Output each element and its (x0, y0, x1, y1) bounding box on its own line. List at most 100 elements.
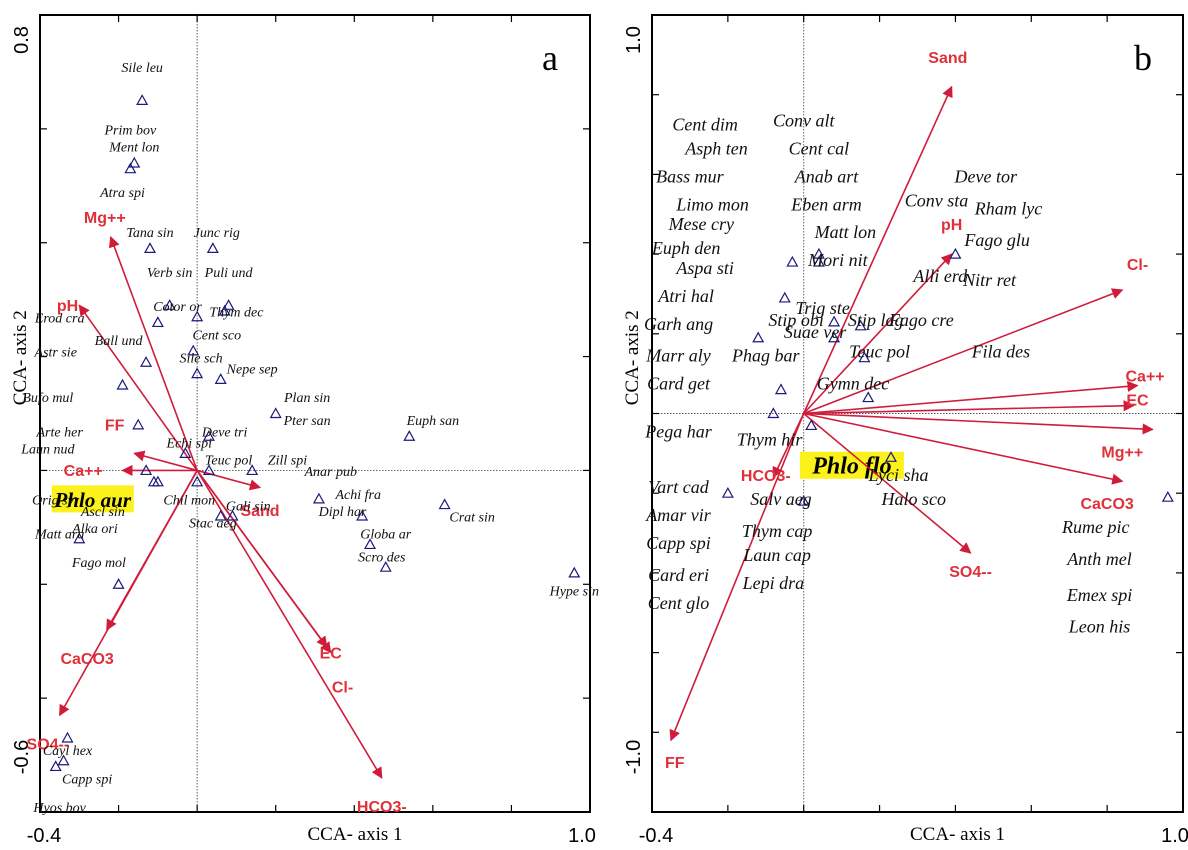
species-point (218, 304, 231, 316)
species-label: Sile leu (121, 61, 163, 76)
species-point (202, 464, 215, 476)
env-label: SO4-- (949, 564, 992, 581)
env-label: CaCO3 (60, 651, 113, 668)
species-label: Gali sin (226, 499, 271, 514)
species-label: Stip lag (848, 310, 904, 330)
species-label: Deve tor (954, 166, 1018, 186)
species-label: Ascl sin (80, 505, 125, 520)
env-label: HCO3- (741, 468, 791, 485)
species-point (61, 731, 74, 743)
species-point (179, 447, 192, 458)
env-label: Ca++ (1126, 369, 1165, 386)
species-label: Hype sin (549, 585, 599, 600)
env-arrow (803, 400, 1135, 415)
species-label: Marr aly (645, 346, 711, 366)
env-label: Mg++ (84, 210, 126, 227)
species-point (116, 378, 129, 390)
species-label: Fila des (971, 342, 1031, 362)
species-point (828, 331, 841, 343)
species-point (112, 578, 125, 589)
species-label: Rume pic (1061, 517, 1129, 537)
species-label: Aspa sti (675, 258, 734, 278)
species-label: Atri hal (657, 286, 714, 306)
species-point (786, 255, 799, 267)
species-label: Laun nud (20, 442, 75, 457)
species-label: Emex spi (1066, 585, 1132, 605)
species-point (568, 566, 581, 578)
x-tick-label-max: 1.0 (568, 825, 596, 847)
species-point (128, 156, 141, 168)
env-arrow (803, 412, 972, 554)
species-label: Atra spi (99, 186, 145, 201)
species-point (246, 464, 259, 476)
species-point (57, 754, 70, 766)
species-label: Trig ste (795, 298, 850, 318)
env-label: CaCO3 (1080, 496, 1133, 513)
env-arrow (669, 413, 805, 742)
species-label: Anar pub (303, 465, 357, 480)
species-point (226, 509, 239, 521)
species-point (151, 475, 164, 487)
species-point (140, 464, 153, 476)
species-label: Matt lon (814, 222, 877, 242)
species-label: Cent sco (192, 328, 241, 343)
species-point (721, 486, 734, 498)
species-label: Plan sin (283, 391, 330, 406)
species-point (124, 162, 137, 174)
env-arrow (802, 85, 953, 414)
species-label: Echi spi (166, 437, 213, 452)
species-label: Pter san (283, 414, 331, 429)
species-label: Scro des (358, 551, 406, 566)
species-label: Arte her (36, 425, 84, 440)
y-tick-label-min: -1.0 (623, 740, 645, 774)
species-label: Thym hir (737, 429, 804, 449)
env-label: SO4-- (27, 736, 70, 753)
species-label: Card get (647, 374, 711, 394)
species-point (438, 498, 451, 510)
x-tick-label-min: -0.4 (639, 825, 673, 847)
focal-species-highlight (51, 485, 134, 513)
env-label: Cl- (1127, 257, 1148, 274)
species-label: Anab art (794, 166, 860, 186)
species-label: Fago glu (963, 230, 1030, 250)
species-point (151, 316, 164, 328)
env-arrow (108, 235, 198, 471)
species-point (132, 418, 145, 430)
species-label: Zill spi (268, 454, 307, 469)
species-label: Pega har (644, 421, 712, 441)
species-label: Salv aeg (750, 489, 811, 509)
species-label: Euph san (406, 414, 460, 429)
species-label: Achi fra (334, 488, 381, 503)
env-label: FF (665, 755, 685, 772)
species-label: Anth mel (1066, 549, 1132, 569)
species-point (214, 373, 227, 384)
species-point (828, 315, 841, 327)
plot-frame (39, 14, 591, 813)
species-label: Vart cad (648, 477, 709, 497)
species-label: Capp spi (62, 773, 112, 788)
species-label: Teuc pol (205, 454, 252, 469)
species-label: Chil mon (163, 494, 215, 509)
species-label: Stac aeg (189, 516, 237, 531)
species-point (312, 492, 325, 504)
x-tick-label-max: 1.0 (1161, 825, 1188, 847)
species-label: Ment lon (108, 141, 159, 156)
species-point (778, 291, 791, 303)
species-point (767, 407, 780, 419)
y-tick-label-max: 0.8 (11, 26, 33, 54)
species-label: Lyci sha (868, 465, 929, 485)
species-label: Globa ar (360, 528, 412, 543)
species-point (884, 451, 897, 462)
env-arrow (803, 253, 953, 415)
species-label: Rham lyc (974, 198, 1042, 218)
species-point (854, 319, 867, 331)
species-label: Conv sta (905, 190, 969, 210)
species-point (202, 430, 215, 441)
species-point (363, 538, 377, 550)
species-label: Thym dec (209, 306, 264, 321)
species-label: Astr sie (34, 346, 77, 361)
species-label: Amar vir (645, 505, 711, 525)
species-label: Phag bar (731, 346, 800, 366)
species-label: Capp spi (646, 533, 711, 553)
species-label: Junc rig (194, 226, 240, 241)
